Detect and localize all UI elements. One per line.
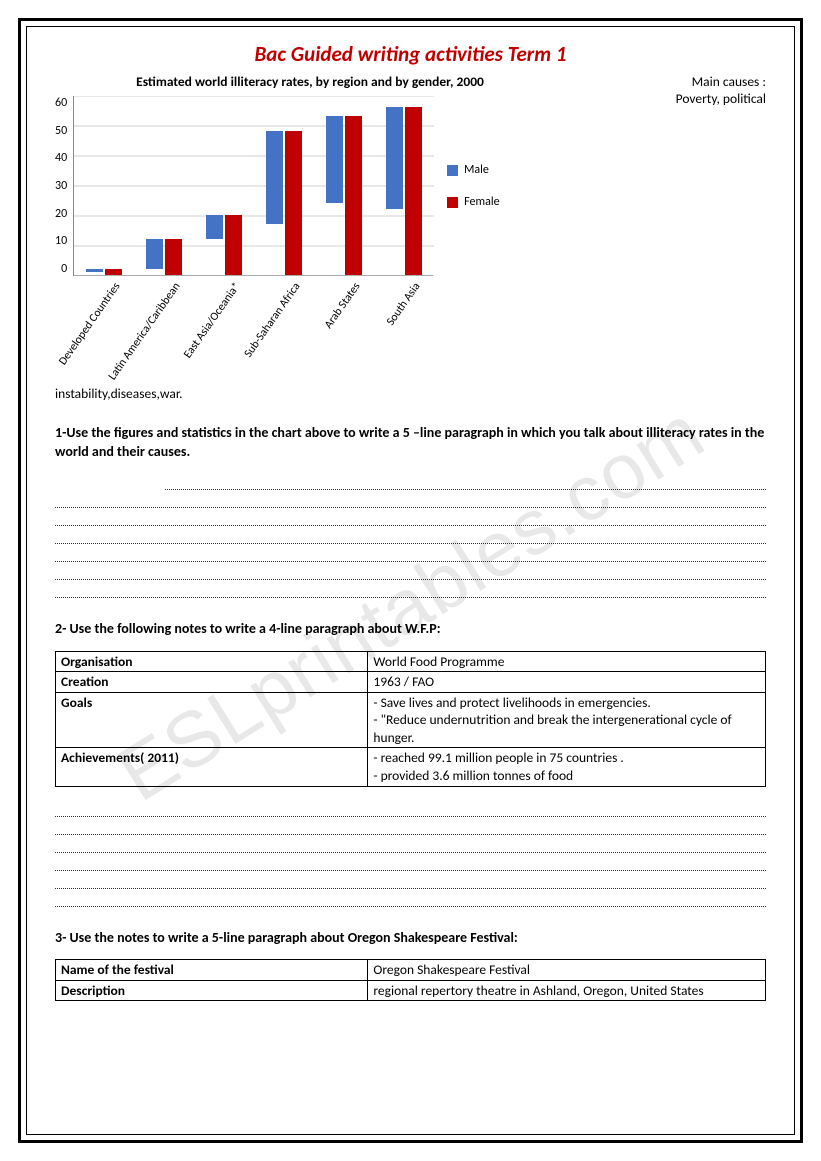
table-cell: regional repertory theatre in Ashland, O… [368, 980, 766, 1001]
legend-item: Female [447, 195, 499, 209]
table-cell: 1963 / FAO [368, 672, 766, 693]
table-cell: Name of the festival [56, 960, 368, 981]
bar [165, 239, 182, 275]
bar [86, 269, 103, 272]
legend-label: Female [464, 195, 499, 209]
legend-item: Male [447, 163, 499, 177]
answer-line[interactable] [55, 510, 766, 526]
answer-line[interactable] [55, 546, 766, 562]
bar [326, 116, 343, 203]
bar [266, 131, 283, 224]
table-cell: - reached 99.1 million people in 75 coun… [368, 748, 766, 786]
bar-group [86, 269, 122, 275]
question-2: 2- Use the following notes to write a 4-… [55, 620, 766, 639]
table-cell: Achievements( 2011) [56, 748, 368, 786]
answer-line[interactable] [55, 819, 766, 835]
chart-legend: Male Female [439, 96, 499, 276]
answer-line[interactable] [55, 873, 766, 889]
bar-group [266, 131, 302, 275]
osf-table: Name of the festivalOregon Shakespeare F… [55, 959, 766, 1001]
ytick-label: 50 [55, 124, 67, 138]
top-row: Estimated world illiteracy rates, by reg… [55, 73, 766, 381]
bar [345, 116, 362, 275]
chart-yaxis: 60 50 40 30 20 10 0 [55, 96, 67, 276]
answer-line[interactable] [55, 528, 766, 544]
table-cell: Oregon Shakespeare Festival [368, 960, 766, 981]
answer-line[interactable] [55, 891, 766, 907]
question-3-text: 3- Use the notes to write a 5-line parag… [55, 929, 518, 946]
bar-group [386, 107, 422, 275]
table-cell: World Food Programme [368, 651, 766, 672]
chart-gridlines [74, 96, 434, 276]
table-cell: Organisation [56, 651, 368, 672]
table-row: Creation1963 / FAO [56, 672, 766, 693]
bar-group [206, 215, 242, 275]
bar [405, 107, 422, 275]
answer-line[interactable] [165, 474, 766, 490]
table-cell: - Save lives and protect livelihoods in … [368, 692, 766, 748]
ytick-label: 30 [55, 179, 67, 193]
page-title: Bac Guided writing activities Term 1 [55, 41, 766, 67]
chart-title: Estimated world illiteracy rates, by reg… [65, 73, 555, 90]
question-3: 3- Use the notes to write a 5-line parag… [55, 929, 766, 948]
answer-line[interactable] [55, 582, 766, 598]
chart-plot [73, 96, 433, 276]
answer-line[interactable] [55, 801, 766, 817]
answer-line[interactable] [55, 492, 766, 508]
table-row: Achievements( 2011)- reached 99.1 millio… [56, 748, 766, 786]
question-1: 1-Use the figures and statistics in the … [55, 424, 766, 462]
ytick-label: 0 [55, 262, 67, 276]
causes-line1: Poverty, political [565, 90, 766, 107]
table-row: Descriptionregional repertory theatre in… [56, 980, 766, 1001]
main-causes-note: Main causes : Poverty, political [565, 73, 766, 381]
inner-border: ESLprintables.com Bac Guided writing act… [26, 26, 795, 1135]
table-row: OrganisationWorld Food Programme [56, 651, 766, 672]
legend-swatch [447, 197, 458, 208]
wfp-table: OrganisationWorld Food ProgrammeCreation… [55, 651, 766, 787]
bar [225, 215, 242, 275]
ytick-label: 60 [55, 96, 67, 110]
bar-group [326, 116, 362, 275]
bar [285, 131, 302, 275]
ytick-label: 10 [55, 234, 67, 248]
answer-line[interactable] [55, 855, 766, 871]
chart-xlabels: Developed CountriesLatin America/Caribbe… [80, 276, 440, 381]
ytick-label: 20 [55, 207, 67, 221]
bar [206, 215, 223, 239]
bar [386, 107, 403, 209]
causes-line2: instability,diseases,war. [55, 385, 766, 402]
answer-line[interactable] [55, 837, 766, 853]
bar-group [146, 239, 182, 275]
legend-label: Male [464, 163, 489, 177]
answer-line[interactable] [55, 564, 766, 580]
bar [105, 269, 122, 275]
table-row: Goals- Save lives and protect livelihood… [56, 692, 766, 748]
table-cell: Description [56, 980, 368, 1001]
ytick-label: 40 [55, 151, 67, 165]
chart-box: 60 50 40 30 20 10 0 Male Female [55, 96, 555, 276]
table-cell: Creation [56, 672, 368, 693]
legend-swatch [447, 165, 458, 176]
chart-container: Estimated world illiteracy rates, by reg… [55, 73, 555, 381]
bar [146, 239, 163, 269]
causes-heading: Main causes : [565, 73, 766, 90]
table-row: Name of the festivalOregon Shakespeare F… [56, 960, 766, 981]
table-cell: Goals [56, 692, 368, 748]
outer-border: ESLprintables.com Bac Guided writing act… [18, 18, 803, 1143]
